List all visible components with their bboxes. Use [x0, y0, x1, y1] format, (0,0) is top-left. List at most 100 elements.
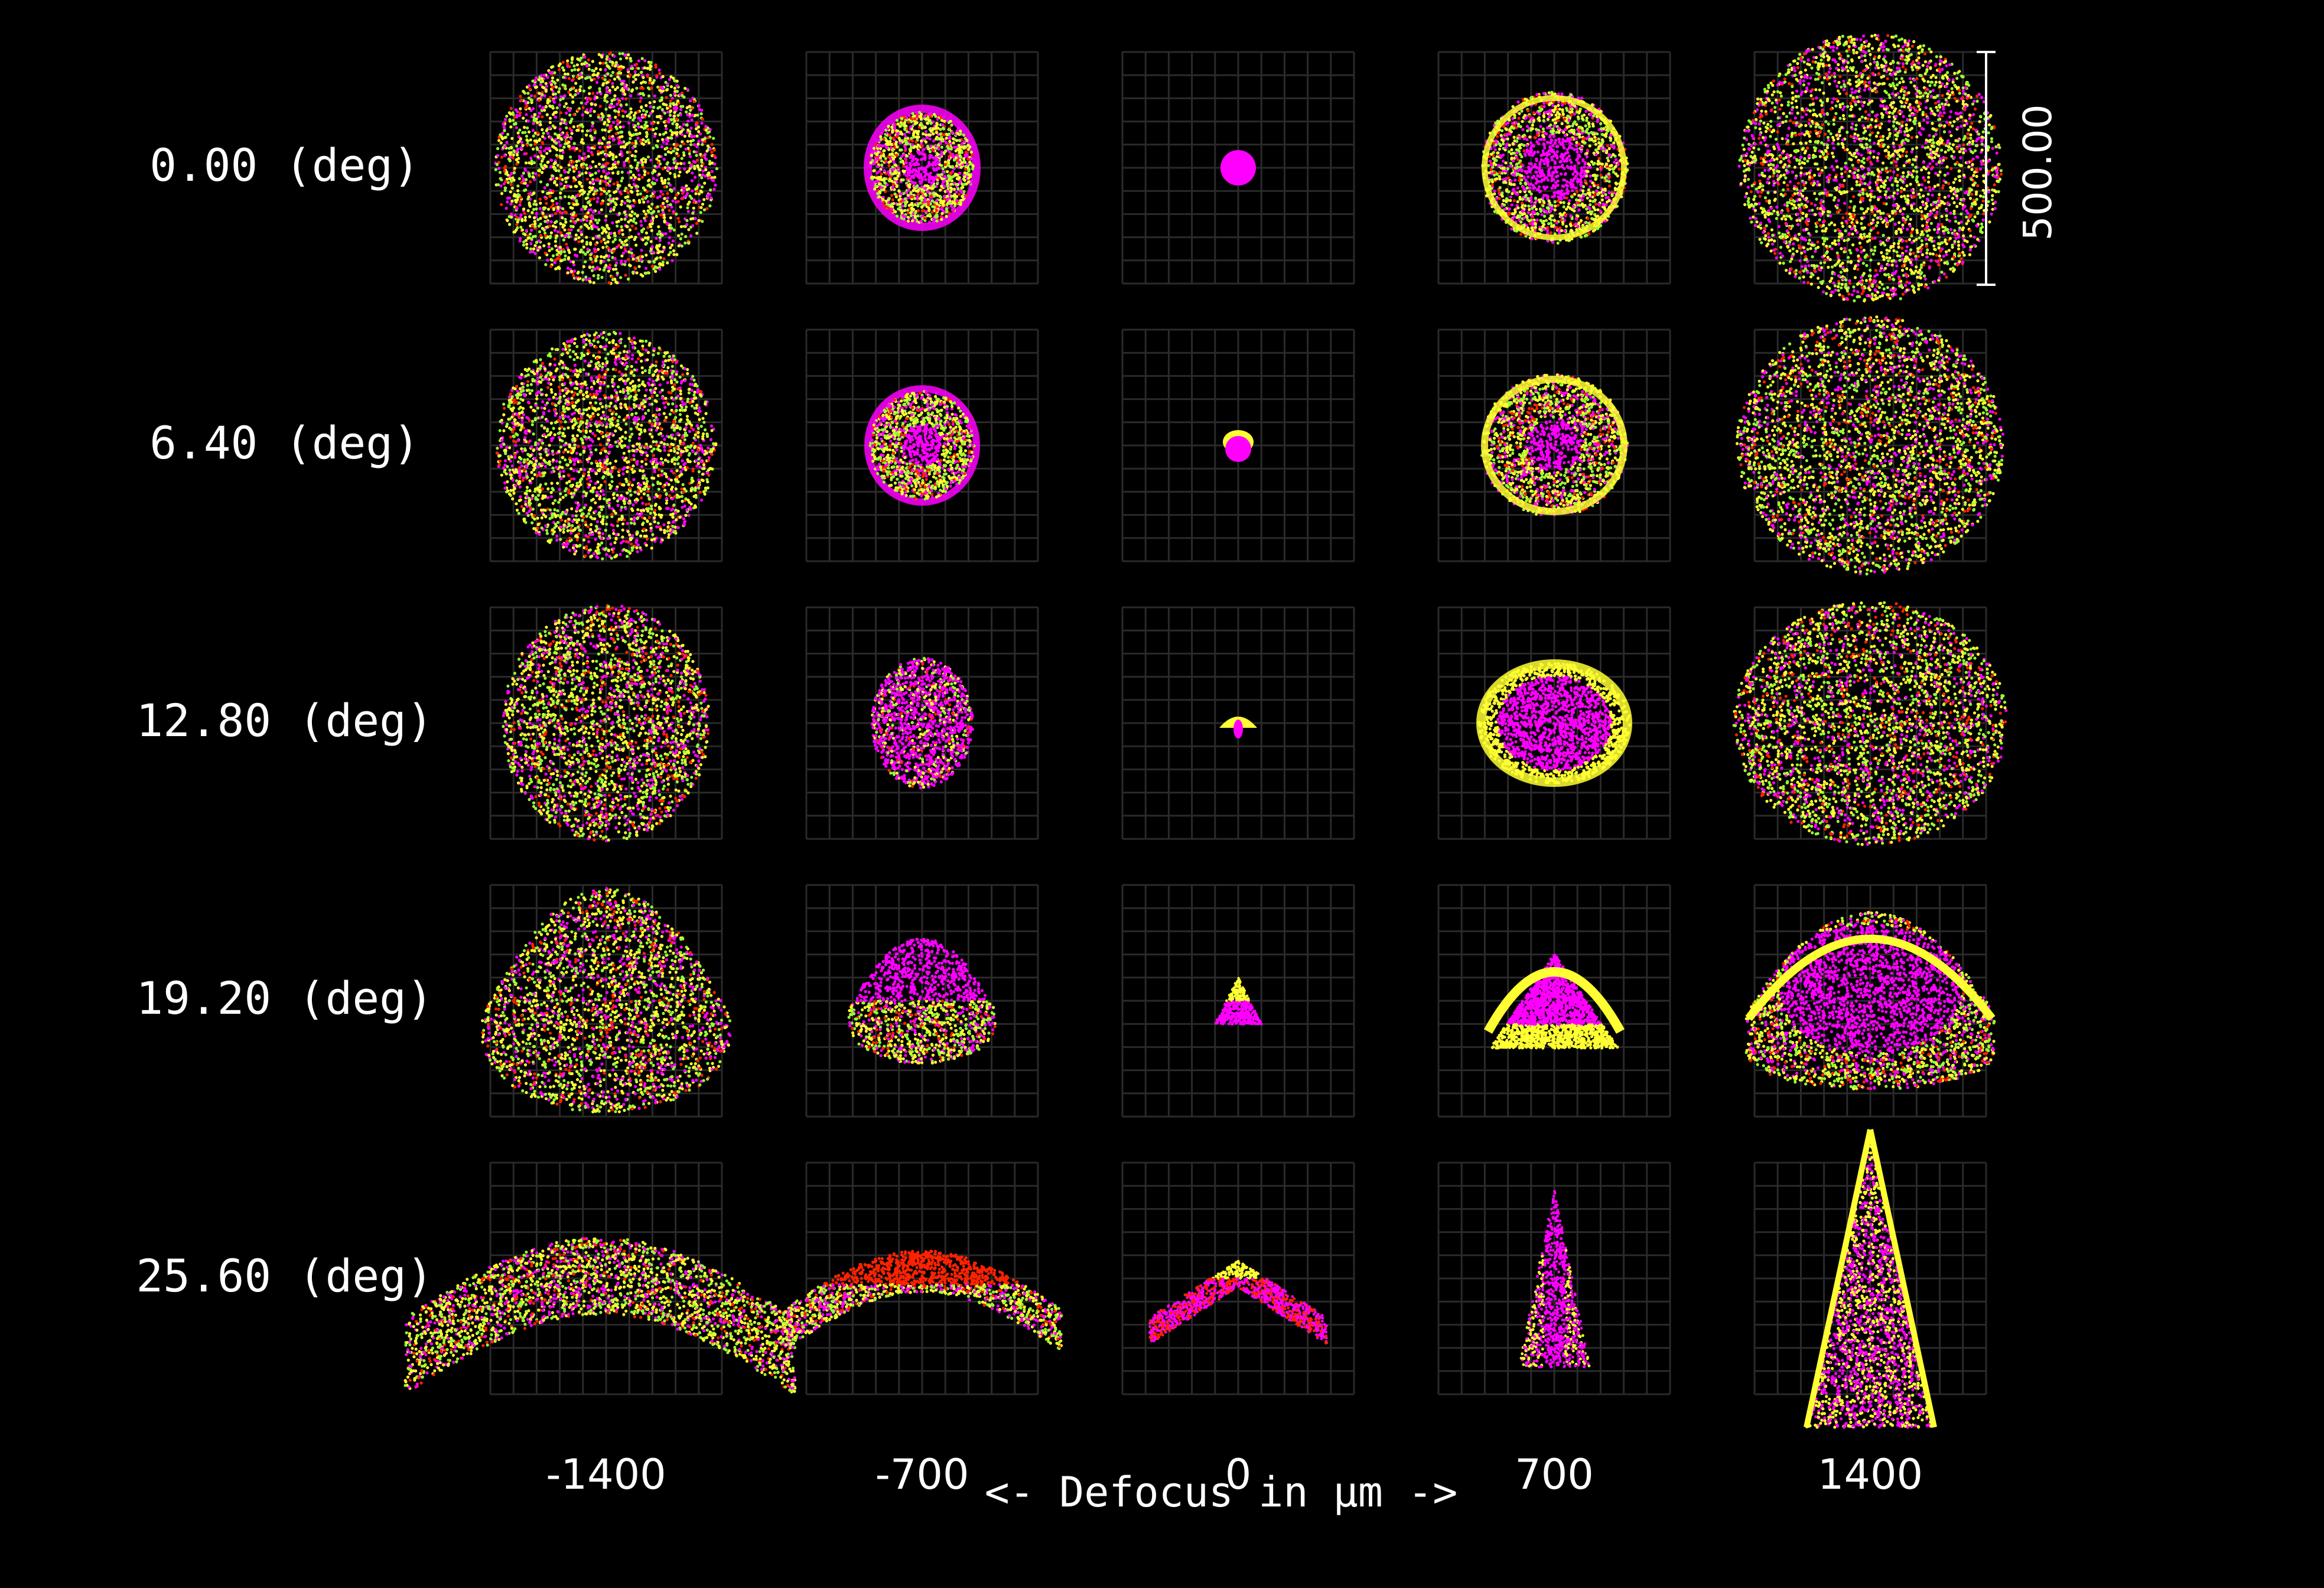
ray-spot	[660, 96, 663, 100]
ray-spot	[596, 276, 600, 280]
ray-spot	[896, 145, 899, 149]
ray-spot	[551, 113, 555, 116]
ray-spot	[510, 171, 513, 175]
ray-spot	[616, 224, 619, 228]
ray-spot	[877, 175, 881, 179]
ray-spot	[608, 104, 612, 108]
ray-spot	[656, 248, 659, 251]
ray-spot	[571, 56, 574, 60]
ray-spot	[1509, 183, 1513, 186]
ray-spot	[617, 67, 620, 71]
ray-spot	[500, 155, 504, 159]
ray-spot	[1521, 120, 1524, 123]
ray-spot	[545, 201, 548, 205]
ray-spot	[660, 179, 664, 183]
ray-spot	[949, 178, 952, 182]
ray-spot	[620, 200, 624, 203]
ray-spot	[652, 147, 655, 150]
ray-spot	[586, 250, 590, 254]
ray-spot	[527, 130, 531, 134]
ray-spot	[512, 230, 516, 234]
ray-spot	[613, 206, 616, 209]
ray-spot	[1586, 166, 1590, 170]
ray-spot	[695, 145, 699, 148]
ray-spot	[653, 100, 656, 103]
ray-spot	[594, 103, 597, 106]
ray-spot	[928, 150, 932, 154]
ray-spot	[581, 188, 584, 192]
ray-spot	[604, 68, 607, 71]
ray-spot	[594, 171, 598, 175]
ray-spot	[525, 178, 528, 181]
ray-spot	[691, 224, 695, 227]
ray-spot	[695, 186, 699, 189]
ray-spot	[528, 204, 532, 208]
ray-spot	[513, 213, 517, 217]
ray-spot	[882, 154, 886, 158]
ray-spot	[668, 229, 672, 233]
ray-spot	[935, 182, 939, 186]
ray-spot	[965, 139, 969, 142]
ray-spot	[645, 194, 649, 198]
grid-box	[1121, 328, 1355, 562]
ray-spot	[612, 105, 616, 109]
ray-spot	[595, 80, 599, 84]
ray-spot	[1550, 218, 1553, 222]
ray-spot	[588, 109, 593, 113]
ray-spot	[673, 196, 677, 200]
ray-spot	[630, 224, 634, 228]
ray-spot	[698, 168, 701, 171]
ray-spot	[586, 100, 590, 103]
ray-spot	[682, 95, 686, 99]
ray-spot	[691, 138, 695, 142]
ray-spot	[669, 75, 673, 79]
ray-spot	[926, 200, 930, 204]
ray-spot	[1496, 135, 1499, 138]
ray-spot	[662, 245, 666, 249]
ray-spot	[676, 113, 680, 117]
ray-spot	[537, 169, 541, 173]
ray-spot	[544, 88, 548, 92]
ray-spot	[637, 67, 640, 70]
ray-spot	[623, 53, 627, 57]
ray-spot	[616, 271, 619, 275]
ray-spot	[939, 196, 943, 199]
ray-spot	[614, 87, 617, 92]
ray-spot	[519, 213, 523, 217]
ray-spot	[1539, 125, 1542, 128]
ray-spot	[892, 161, 896, 164]
ray-spot	[551, 177, 555, 180]
ray-spot	[614, 115, 617, 119]
ray-spot	[659, 256, 662, 259]
ray-spot	[575, 75, 579, 79]
ray-spot	[529, 250, 532, 254]
ray-spot	[582, 205, 585, 209]
ray-spot	[916, 131, 919, 135]
ray-spot	[884, 200, 888, 203]
ray-spot	[580, 225, 583, 229]
ray-spot	[661, 138, 665, 141]
ray-spot	[554, 132, 557, 136]
ray-spot	[531, 129, 535, 132]
ray-spot	[617, 139, 621, 142]
ray-spot	[697, 140, 701, 144]
ray-spot	[927, 203, 930, 207]
ray-spot	[564, 217, 567, 221]
ray-spot	[1504, 161, 1508, 165]
ray-spot	[555, 106, 559, 110]
ray-spot	[580, 239, 584, 243]
ray-spot	[1571, 189, 1574, 193]
ray-spot	[573, 68, 577, 71]
ray-spot	[675, 132, 679, 136]
ray-spot	[658, 268, 662, 271]
ray-spot	[1589, 186, 1592, 189]
ray-spot	[688, 161, 691, 164]
ray-spot	[698, 199, 701, 203]
ray-spot	[633, 175, 637, 179]
ray-spot	[561, 207, 565, 210]
ray-spot	[932, 167, 935, 171]
ray-spot	[646, 155, 650, 159]
ray-spot	[645, 104, 648, 108]
ray-spot	[635, 86, 639, 90]
ray-spot	[565, 126, 568, 130]
